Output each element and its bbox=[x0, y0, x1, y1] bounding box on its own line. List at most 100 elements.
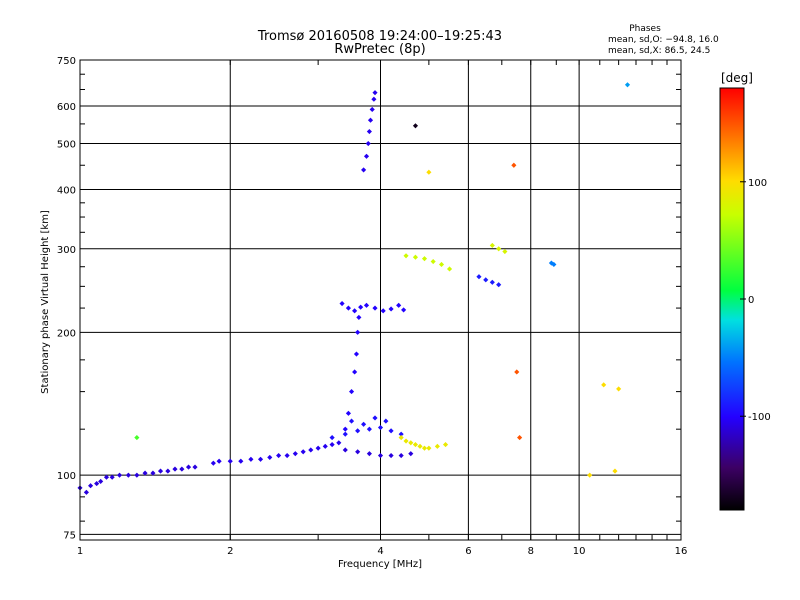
data-point bbox=[348, 418, 355, 424]
x-tick-label: 4 bbox=[377, 546, 383, 557]
data-point bbox=[403, 438, 409, 444]
x-tick-labels: 1 2 4 6 8 10 16 bbox=[77, 546, 688, 557]
data-point bbox=[83, 489, 89, 495]
data-point bbox=[383, 418, 389, 424]
data-point bbox=[103, 474, 110, 480]
data-point bbox=[342, 426, 348, 432]
data-point bbox=[616, 386, 622, 392]
colorbar-label: [deg] bbox=[721, 71, 753, 85]
data-point bbox=[408, 440, 414, 446]
data-point bbox=[372, 90, 378, 96]
data-point bbox=[315, 445, 321, 451]
data-point bbox=[502, 248, 508, 255]
data-point bbox=[267, 454, 273, 460]
data-point bbox=[430, 258, 436, 265]
grid-lines bbox=[80, 60, 681, 540]
chart-subtitle: RwPretec (8p) bbox=[334, 42, 425, 57]
data-point bbox=[109, 474, 115, 480]
data-point bbox=[398, 452, 404, 459]
data-point bbox=[276, 452, 282, 459]
data-point bbox=[377, 424, 384, 431]
colorbar-tick-label: 0 bbox=[748, 295, 754, 306]
x-tick-label: 16 bbox=[675, 546, 688, 557]
data-point bbox=[342, 431, 348, 437]
data-point bbox=[442, 442, 449, 448]
data-point bbox=[353, 351, 360, 357]
data-point bbox=[612, 468, 618, 474]
data-point bbox=[329, 442, 335, 448]
data-point bbox=[345, 305, 352, 311]
data-point bbox=[342, 447, 348, 453]
data-point bbox=[496, 282, 502, 288]
data-point bbox=[412, 254, 419, 260]
data-point bbox=[179, 466, 185, 472]
x-tick-label: 1 bbox=[77, 546, 83, 557]
data-point bbox=[355, 428, 361, 434]
data-point bbox=[426, 445, 432, 451]
data-point bbox=[150, 470, 156, 476]
data-point bbox=[412, 442, 419, 448]
x-tick-label: 6 bbox=[465, 546, 471, 557]
data-point bbox=[227, 458, 233, 464]
data-point bbox=[352, 308, 358, 314]
data-point bbox=[216, 458, 222, 464]
y-tick-label: 750 bbox=[57, 56, 76, 67]
data-point bbox=[345, 410, 352, 416]
data-point bbox=[322, 443, 328, 449]
data-point bbox=[476, 274, 482, 280]
stats-line-x: mean, sd,X: 86.5, 24.5 bbox=[608, 46, 710, 56]
data-point bbox=[329, 435, 335, 441]
y-tick-label: 200 bbox=[57, 328, 76, 339]
y-tick-label: 400 bbox=[57, 186, 76, 197]
y-tick-label: 500 bbox=[57, 140, 76, 151]
data-point bbox=[412, 123, 419, 129]
data-point bbox=[361, 421, 367, 427]
data-point bbox=[388, 428, 394, 434]
data-point bbox=[372, 415, 378, 421]
y-tick-label: 75 bbox=[63, 530, 76, 541]
data-point bbox=[355, 329, 361, 335]
data-point bbox=[366, 426, 372, 432]
data-point bbox=[511, 162, 517, 168]
axis-ticks bbox=[79, 60, 682, 540]
data-point bbox=[369, 106, 375, 113]
data-point bbox=[142, 470, 148, 476]
data-point bbox=[352, 369, 358, 375]
colorbar-ticks: 100 0 -100 bbox=[740, 178, 771, 423]
data-point bbox=[377, 452, 384, 459]
data-point bbox=[434, 443, 440, 449]
y-axis-label: Stationary phase Virtual Height [km] bbox=[40, 210, 51, 394]
data-point bbox=[417, 443, 423, 449]
data-point bbox=[348, 389, 355, 395]
y-tick-labels: 75 100 200 300 400 500 600 750 bbox=[57, 56, 76, 541]
data-point bbox=[408, 451, 414, 457]
data-point bbox=[446, 266, 453, 272]
data-point bbox=[380, 308, 386, 314]
data-point bbox=[336, 440, 342, 446]
data-point bbox=[284, 452, 290, 459]
data-point bbox=[192, 464, 198, 470]
y-tick-label: 100 bbox=[57, 471, 76, 482]
data-point bbox=[398, 431, 404, 437]
data-point bbox=[366, 451, 372, 457]
data-point bbox=[361, 167, 367, 173]
data-point bbox=[165, 468, 171, 474]
data-point bbox=[248, 456, 254, 462]
data-point bbox=[388, 306, 394, 312]
data-point bbox=[292, 451, 298, 457]
colorbar-tick-label: 100 bbox=[748, 178, 767, 189]
data-point bbox=[172, 466, 178, 472]
data-point bbox=[401, 307, 407, 313]
data-point bbox=[125, 472, 131, 478]
data-points bbox=[77, 82, 631, 495]
data-point bbox=[185, 464, 192, 470]
data-point bbox=[624, 82, 631, 88]
x-tick-label: 2 bbox=[227, 546, 233, 557]
x-tick-label: 8 bbox=[528, 546, 534, 557]
x-axis-label: Frequency [MHz] bbox=[338, 559, 422, 570]
data-point bbox=[398, 435, 404, 441]
data-point bbox=[514, 369, 520, 375]
data-point bbox=[363, 302, 370, 308]
colorbar-tick-label: -100 bbox=[748, 412, 771, 423]
data-point bbox=[355, 449, 361, 455]
